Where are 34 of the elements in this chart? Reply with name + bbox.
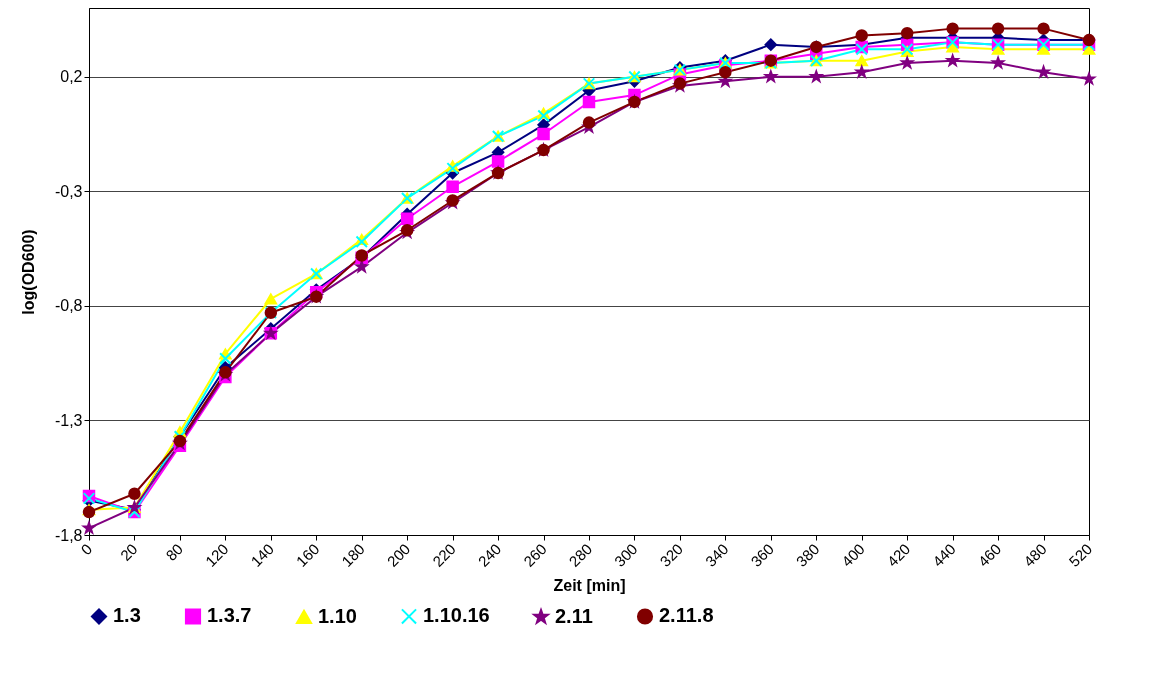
x-tick-label: 140 [247, 540, 277, 570]
x-tick-label: 460 [974, 540, 1005, 570]
x-tick-label: 80 [162, 540, 187, 564]
x-tick-label: 440 [929, 540, 959, 570]
y-tick-label: -0,3 [54, 182, 83, 200]
x-tick-label: 420 [883, 540, 914, 570]
y-axis-title: log(OD600) [19, 229, 37, 315]
x-tick-label: 480 [1019, 540, 1050, 570]
x-tick-label: 300 [610, 540, 641, 570]
legend-label: 1.3.7 [207, 604, 252, 627]
legend-label: 1.10.16 [423, 604, 490, 627]
x-tick-label: 380 [792, 540, 823, 570]
x-tick-label: 180 [338, 540, 368, 570]
x-tick-label: 200 [383, 540, 414, 570]
y-tick-label: -1,3 [54, 411, 83, 429]
x-tick-label: 240 [474, 540, 505, 570]
x-tick-label: 360 [747, 540, 777, 570]
x-tick-label: 160 [292, 540, 323, 570]
x-tick-label: 120 [201, 540, 232, 570]
x-tick-label: 260 [519, 540, 550, 570]
y-tick-label: 0,2 [60, 68, 83, 86]
x-tick-label: 520 [1065, 540, 1096, 570]
legend-label: 2.11.8 [659, 604, 714, 627]
x-tick-label: 340 [701, 540, 732, 570]
legend-label: 1.3 [113, 604, 141, 627]
legend-label: 1.10 [318, 604, 357, 627]
x-axis-title: Zeit [min] [553, 576, 626, 594]
legend-label: 2.11 [555, 605, 593, 627]
x-tick-label: 20 [116, 540, 141, 564]
x-tick-label: 320 [656, 540, 687, 570]
x-tick-label: 220 [429, 540, 459, 570]
x-tick-label: 280 [565, 540, 596, 570]
y-tick-label: -0,8 [54, 297, 83, 315]
x-tick-label: 400 [838, 540, 868, 570]
